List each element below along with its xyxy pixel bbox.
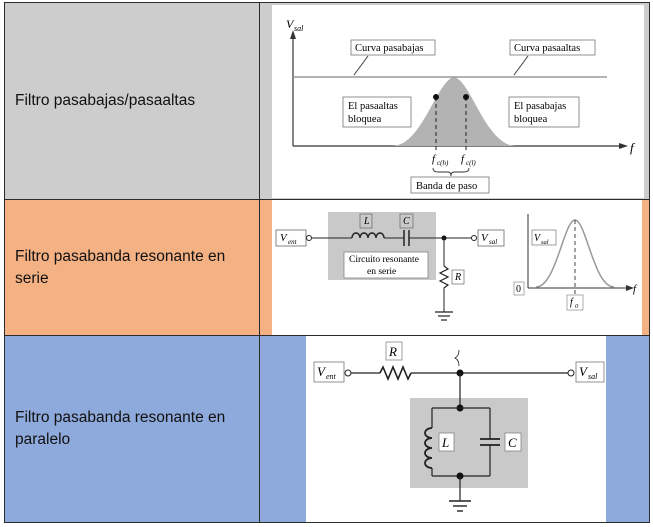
inductor-label: L <box>363 216 370 227</box>
series-resonant-circuit: V ent L C Circuito resonante en serie <box>275 212 505 321</box>
graph-x-label: f <box>633 283 638 295</box>
graph-y-sub: sal <box>541 239 549 246</box>
output-voltage-sub: sal <box>489 238 497 246</box>
output-voltage-sub: sal <box>588 372 598 381</box>
output-voltage-label: V <box>481 232 489 244</box>
lowpass-highpass-diagram: V sal f Curva pasabajas Curva pasaaltas <box>272 5 644 198</box>
resonant-frequency-sub: 0 <box>575 303 579 310</box>
resistor-label: R <box>388 344 397 359</box>
table-row-lowpass-highpass: Filtro pasabajas/pasaaltas V sal f <box>4 2 650 200</box>
resonant-frequency-label: f <box>570 297 574 308</box>
fc-high-label: f <box>432 153 437 165</box>
table-row-series-resonant: Filtro pasabanda resonante en serie V en… <box>4 200 650 336</box>
graph-origin-label: 0 <box>516 284 521 295</box>
lowpass-blocks-line1: El pasabajas <box>514 101 566 112</box>
passband-label: Banda de paso <box>416 181 477 192</box>
capacitor-label: C <box>508 435 517 450</box>
fc-low-sub: c(l) <box>466 159 476 167</box>
figure-cell: V sal f Curva pasabajas Curva pasaaltas <box>260 3 649 199</box>
x-axis-label: f <box>630 140 636 155</box>
input-voltage-label: V <box>317 364 327 379</box>
row-label: Filtro pasabanda resonante en paralelo <box>15 409 226 448</box>
lowpass-blocks-line2: bloquea <box>514 114 548 125</box>
table-row-parallel-resonant: Filtro pasabanda resonante en paralelo V… <box>4 336 650 523</box>
capacitor-label: C <box>403 216 410 227</box>
highpass-curve-label: Curva pasaaltas <box>514 43 580 54</box>
resistor-label: R <box>454 272 461 283</box>
inductor-label: L <box>441 435 449 450</box>
resonant-box-line2: en serie <box>367 267 396 277</box>
y-axis-label-sub: sal <box>294 24 304 33</box>
y-axis-label: V <box>286 17 295 31</box>
input-voltage-label: V <box>280 232 288 244</box>
input-voltage-sub: ent <box>326 372 337 381</box>
graph-y-label: V <box>534 233 542 244</box>
filter-response-graph: V sal f Curva pasabajas Curva pasaaltas <box>286 17 636 194</box>
highpass-blocks-line2: bloquea <box>348 114 382 125</box>
row-label: Filtro pasabanda resonante en serie <box>15 247 226 287</box>
fc-high-sub: c(h) <box>437 159 449 167</box>
highpass-blocks-line1: El pasaaltas <box>348 101 398 112</box>
parallel-resonant-circuit: V ent R V sal L <box>313 341 605 512</box>
row-label-cell: Filtro pasabajas/pasaaltas <box>5 3 260 199</box>
figure-cell: V ent L C Circuito resonante en serie <box>260 200 649 335</box>
fc-low-label: f <box>461 153 466 165</box>
lowpass-curve-label: Curva pasabajas <box>355 43 424 54</box>
output-voltage-label: V <box>579 364 589 379</box>
resonant-box-line1: Circuito resonante <box>349 255 419 265</box>
row-label: Filtro pasabajas/pasaaltas <box>15 92 196 109</box>
input-voltage-sub: ent <box>288 238 298 246</box>
row-label-cell: Filtro pasabanda resonante en paralelo <box>5 336 260 522</box>
series-resonant-response-graph: V sal 0 f 0 f <box>513 214 638 311</box>
parallel-resonant-diagram: V ent R V sal L <box>306 336 606 522</box>
row-label-cell: Filtro pasabanda resonante en serie <box>5 200 260 335</box>
series-resonant-diagram: V ent L C Circuito resonante en serie <box>272 200 642 335</box>
figure-cell: V ent R V sal L <box>260 336 649 522</box>
